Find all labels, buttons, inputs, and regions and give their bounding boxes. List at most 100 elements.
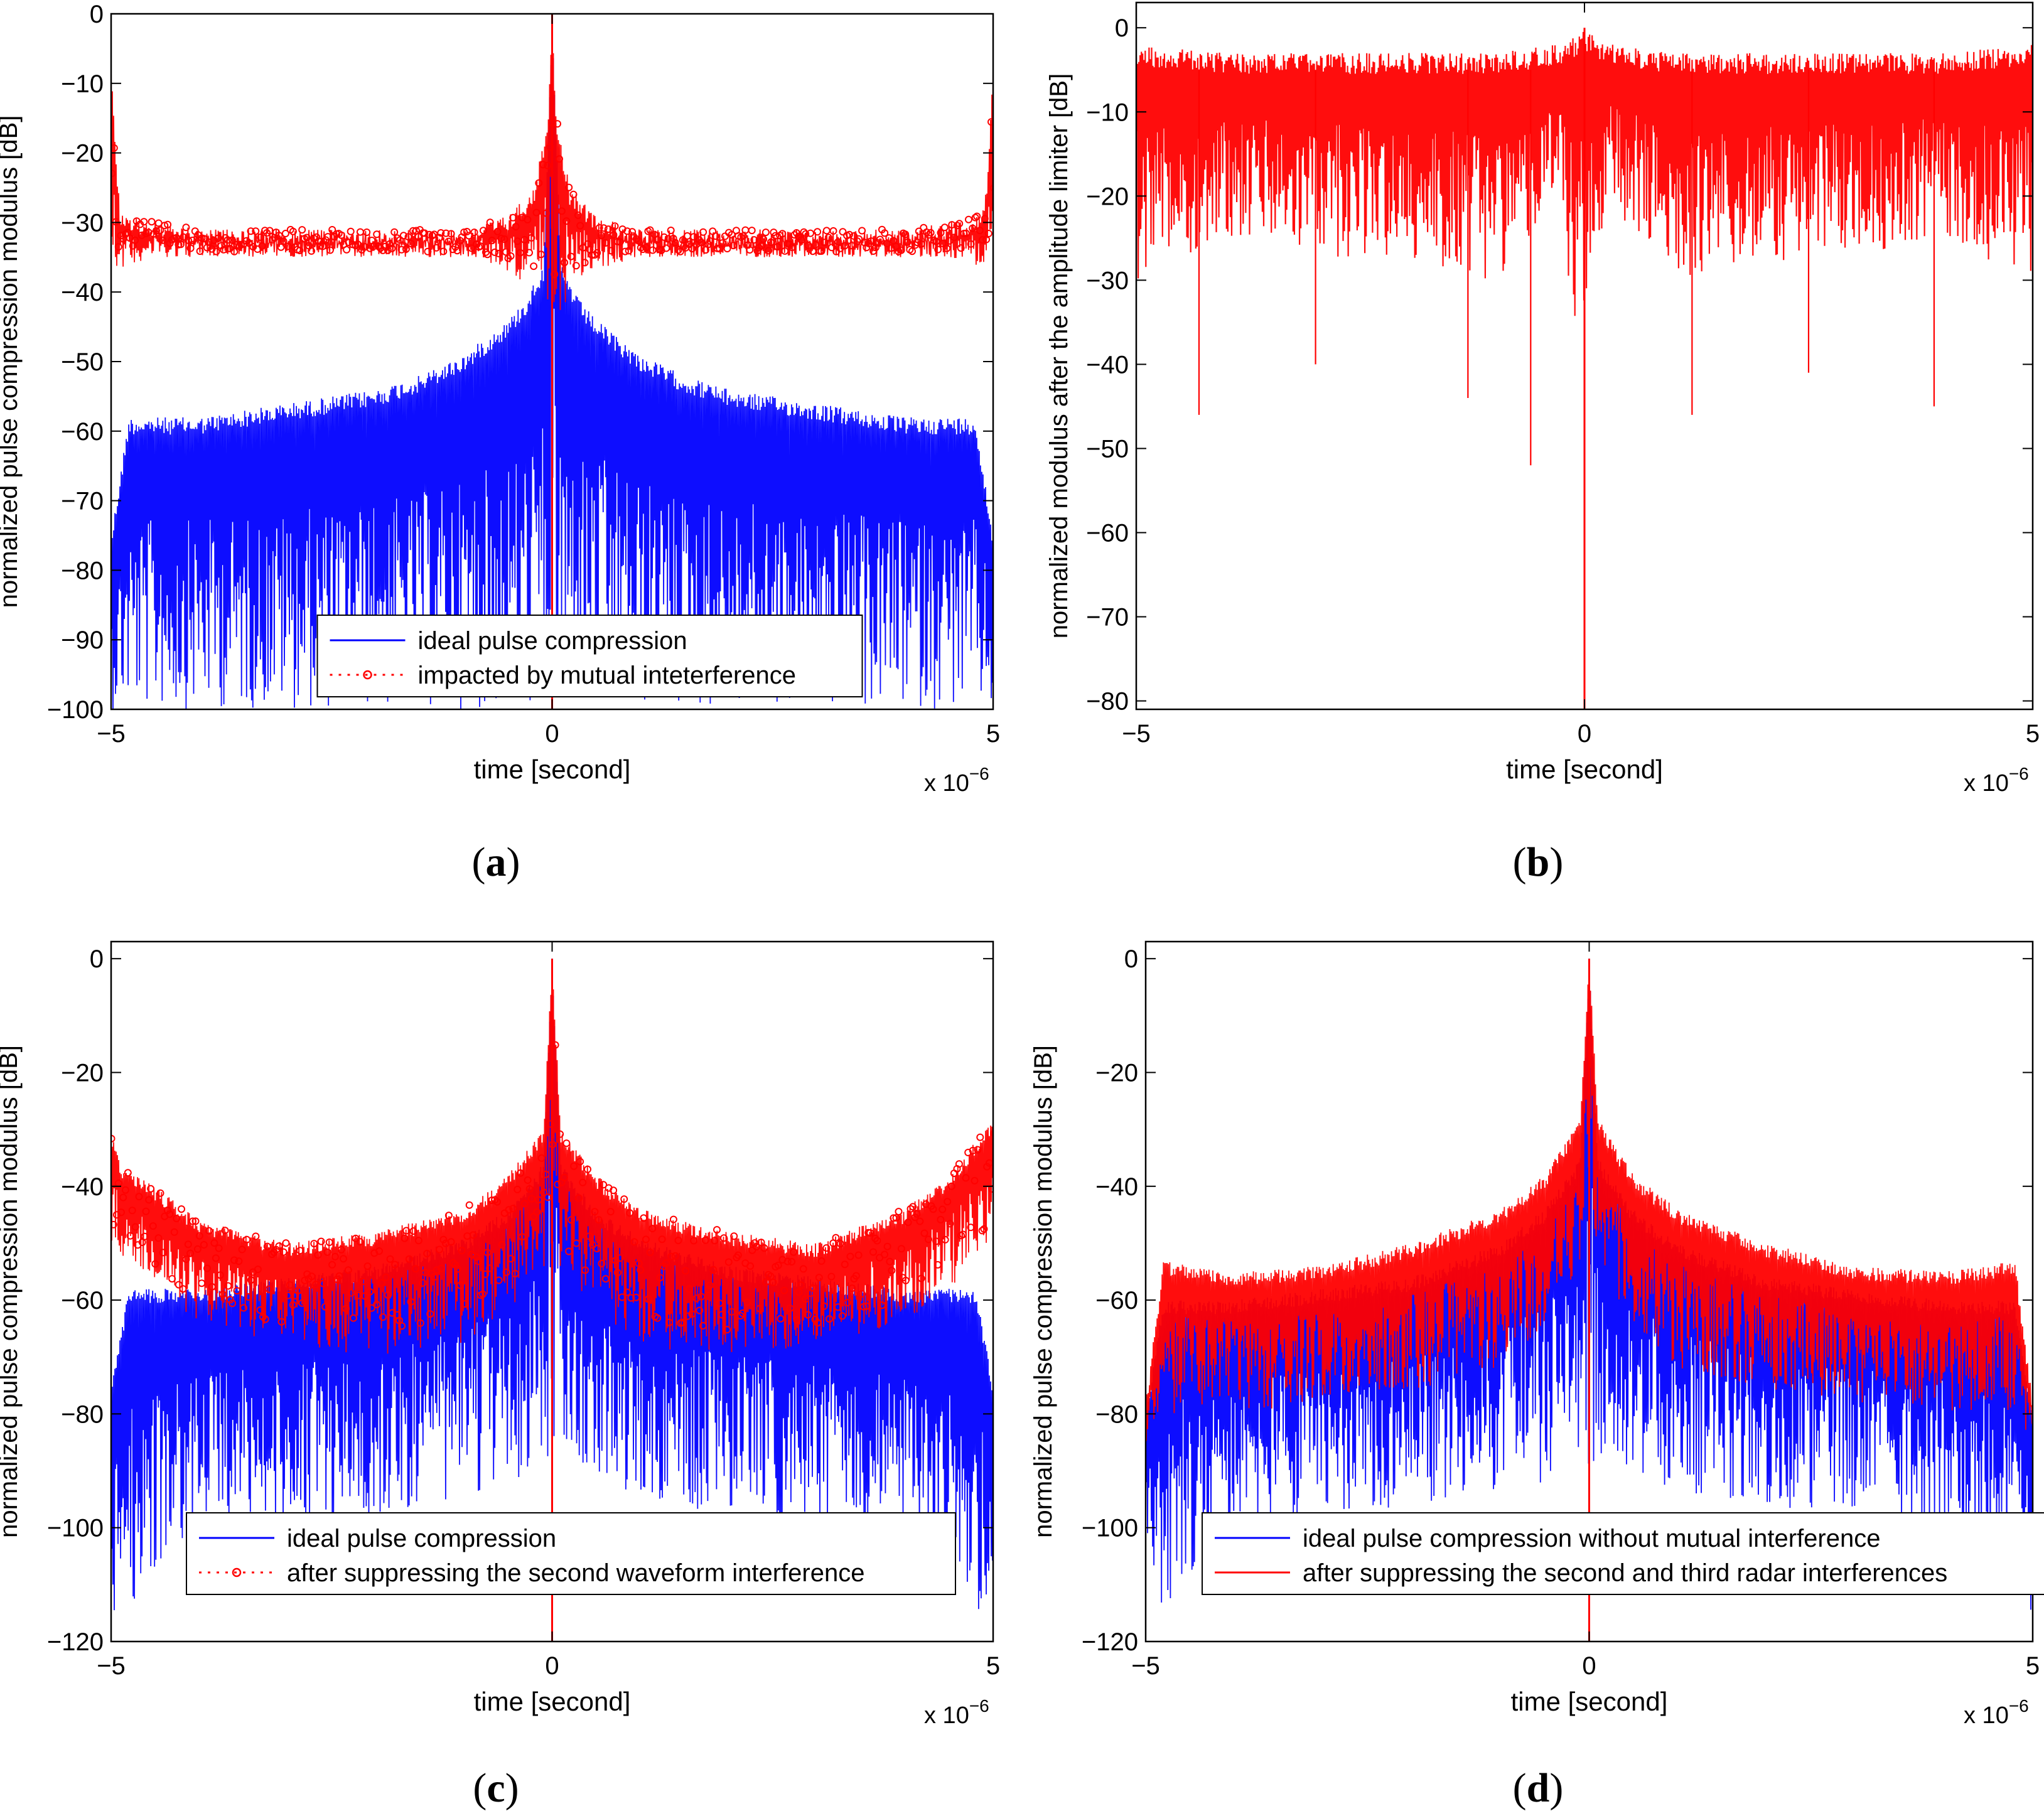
series-marker (560, 1173, 568, 1181)
series-marker (301, 1276, 309, 1284)
series-marker (626, 1209, 634, 1217)
series-marker (542, 209, 551, 217)
series-marker (323, 1248, 331, 1256)
y-axis-label: normalized pulse compression modulus [dB… (0, 1045, 23, 1538)
y-tick-label: −50 (61, 348, 104, 376)
series-marker (660, 233, 668, 241)
series-marker (704, 1286, 713, 1294)
series-marker (901, 1276, 910, 1284)
series-marker (495, 249, 503, 257)
series-marker (812, 240, 819, 249)
series-marker (777, 1314, 785, 1323)
series-marker (168, 236, 176, 244)
series-marker (453, 247, 461, 255)
legend-label-0: ideal pulse compression without mutual i… (1303, 1525, 1881, 1552)
series-marker (788, 1258, 796, 1266)
series-marker (932, 237, 940, 245)
caption-close: ) (1549, 839, 1563, 885)
series-marker (773, 243, 782, 251)
series-marker (128, 1206, 136, 1215)
series-marker (967, 1223, 975, 1232)
series-marker (419, 1279, 427, 1287)
y-tick-label: −20 (1095, 1059, 1138, 1087)
series-marker (497, 234, 505, 242)
series-marker (679, 236, 687, 244)
panel-caption: (d) (1513, 1765, 1564, 1811)
series-marker (161, 222, 169, 230)
y-axis-label: normalized modulus after the amplitude l… (1045, 73, 1073, 638)
panel-caption: (c) (473, 1765, 519, 1811)
x-axis-exponent-base: x 10 (924, 770, 969, 797)
series-marker (697, 239, 706, 247)
series-marker (164, 220, 172, 228)
series-marker (527, 1195, 535, 1203)
series-marker (512, 223, 520, 230)
series-marker (286, 1281, 294, 1289)
series-marker (163, 1206, 171, 1214)
series-marker (786, 1304, 794, 1313)
series-marker (456, 1281, 465, 1289)
series-marker (940, 223, 949, 232)
series-marker (235, 242, 244, 250)
series-marker (718, 1311, 726, 1319)
series-marker (778, 230, 787, 238)
series-marker (574, 211, 582, 219)
series-marker (170, 1228, 178, 1236)
y-tick-label: −70 (1086, 604, 1129, 631)
legend-box (186, 1512, 956, 1595)
series-marker (846, 1252, 854, 1260)
legend-label-1: after suppressing the second and third r… (1303, 1559, 1947, 1587)
series-marker (846, 230, 853, 239)
y-tick-label: −100 (1082, 1515, 1138, 1542)
series-marker (873, 1237, 881, 1245)
series-marker (658, 1235, 666, 1244)
y-tick-label: −50 (1086, 435, 1129, 463)
series-marker (409, 227, 417, 235)
series-marker (407, 1298, 415, 1306)
series-marker (746, 246, 754, 254)
series-marker (500, 235, 508, 243)
series-marker (925, 231, 933, 239)
series-marker (193, 1245, 202, 1253)
series-marker (855, 235, 863, 243)
series-marker (247, 227, 255, 235)
caption-letter: b (1527, 839, 1550, 885)
y-tick-label: −40 (61, 1173, 104, 1201)
series-marker (131, 1223, 139, 1231)
series-marker (646, 226, 654, 234)
series-marker (456, 237, 465, 245)
series-marker (906, 1205, 915, 1213)
series-marker (676, 247, 684, 255)
series-marker (990, 184, 993, 192)
series-marker (514, 1185, 522, 1193)
series-marker (632, 1293, 640, 1301)
x-axis-label: time [second] (1506, 755, 1663, 784)
series-marker (716, 245, 724, 253)
y-tick-label: −10 (61, 70, 104, 98)
series-marker (834, 1303, 842, 1311)
caption-letter: d (1527, 1765, 1550, 1811)
series-marker (505, 1206, 513, 1214)
series-marker (575, 1194, 583, 1202)
series-marker (943, 244, 951, 252)
series-marker (890, 1214, 898, 1222)
series-marker (881, 229, 889, 237)
series-marker (200, 1241, 208, 1249)
series-marker (218, 1290, 227, 1298)
series-marker (402, 245, 410, 253)
series-marker (667, 227, 675, 234)
series-marker (230, 247, 239, 255)
series-marker (186, 244, 195, 252)
y-tick-label: −60 (61, 418, 104, 446)
y-tick-label: 0 (90, 945, 104, 973)
series-marker (569, 190, 578, 198)
series-marker (188, 236, 196, 244)
series-marker (474, 1257, 482, 1266)
series-marker (762, 1278, 770, 1286)
series-marker (671, 239, 679, 247)
chart-panel-d: −5 0 5 0 −20 −40 −60 −80 −100 −120 time [second] x … (1030, 940, 2044, 1811)
series-marker (537, 1154, 546, 1162)
series-marker (509, 1205, 517, 1213)
series-marker (904, 1218, 912, 1227)
series-marker (561, 259, 569, 267)
